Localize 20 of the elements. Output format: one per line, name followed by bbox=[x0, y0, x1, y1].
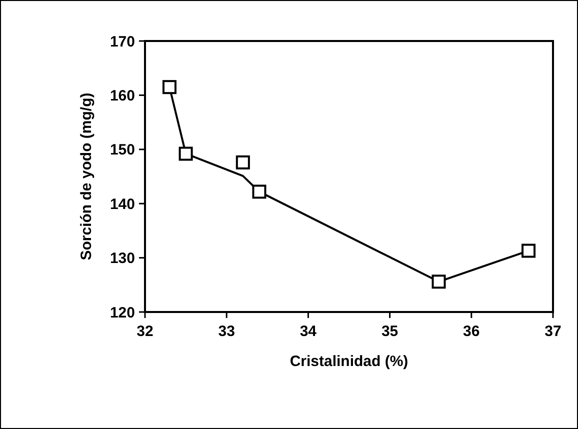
point bbox=[162, 80, 176, 94]
x-tick-label: 35 bbox=[381, 323, 398, 340]
point bbox=[236, 155, 250, 170]
x-tick-label: 32 bbox=[136, 323, 154, 340]
y-tick-label: 170 bbox=[110, 33, 135, 50]
x-tick-label: 33 bbox=[218, 323, 235, 340]
y-axis-title: Sorción de yodo (mg/g) bbox=[78, 92, 95, 260]
x-tick-label: 34 bbox=[300, 323, 318, 340]
point bbox=[522, 244, 536, 258]
x-tick-label: 36 bbox=[463, 323, 480, 340]
y-tick-label: 160 bbox=[110, 87, 135, 104]
point bbox=[432, 274, 446, 289]
y-tick-label: 150 bbox=[110, 142, 135, 159]
point bbox=[178, 146, 193, 161]
point bbox=[252, 184, 266, 199]
y-tick-label: 130 bbox=[110, 250, 135, 268]
x-tick-label: 37 bbox=[544, 323, 562, 340]
x-axis-title: Cristalinidad (%) bbox=[290, 353, 408, 370]
y-tick-label: 140 bbox=[110, 196, 135, 213]
y-tick-label: 120 bbox=[110, 304, 135, 322]
